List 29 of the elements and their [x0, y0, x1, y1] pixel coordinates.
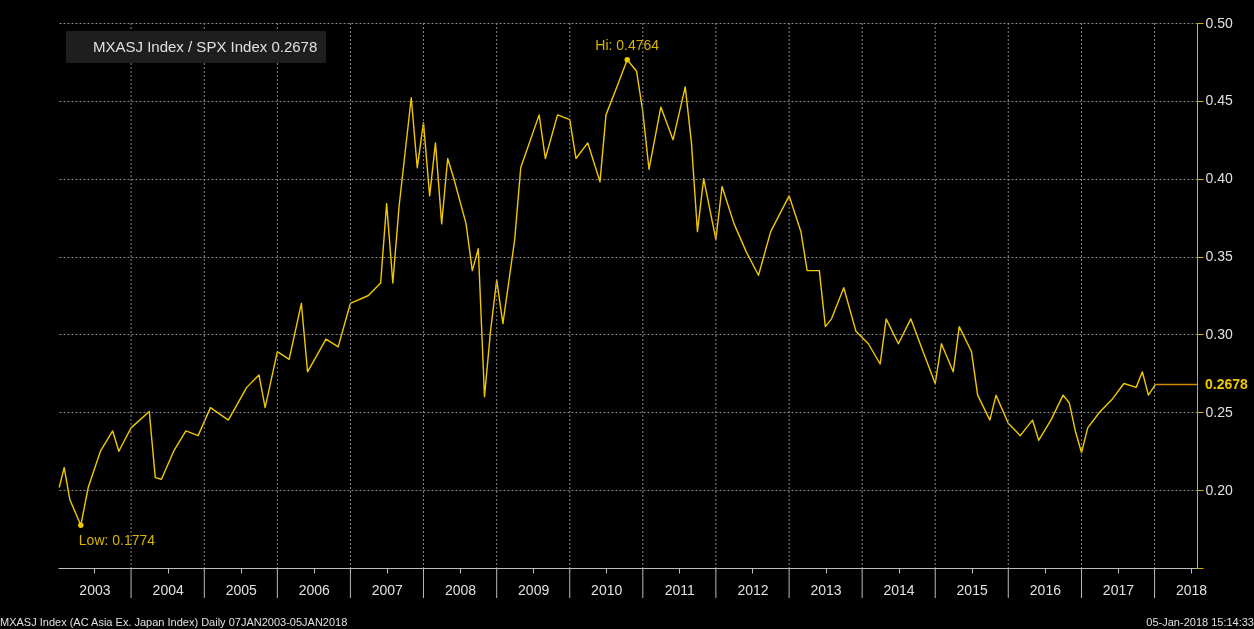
- y-tick-label: 0.20: [1205, 481, 1233, 498]
- x-tick-label: 2003: [79, 581, 111, 598]
- annotation: Hi: 0.4764: [595, 36, 660, 53]
- y-tick-label: 0.35: [1205, 248, 1233, 265]
- y-tick-label: 0.45: [1205, 92, 1233, 109]
- x-tick-label: 2015: [956, 581, 988, 598]
- x-tick-label: 2006: [298, 581, 331, 598]
- x-tick-label: 2010: [591, 581, 623, 598]
- x-tick-label: 2012: [737, 581, 769, 598]
- x-tick-label: 2009: [518, 581, 550, 598]
- text: 05-Jan-2018 15:14:33: [1146, 616, 1254, 628]
- y-tick-label: 0.30: [1205, 325, 1233, 342]
- x-tick-label: 2013: [810, 581, 842, 598]
- x-tick-label: 2014: [883, 581, 915, 598]
- y-tick-label: 0.40: [1205, 170, 1233, 187]
- x-tick-label: 2004: [152, 581, 184, 598]
- x-tick-label: 2011: [664, 581, 695, 598]
- text: MXASJ Index / SPX Index 0.2678: [93, 37, 318, 55]
- annotation: Low: 0.1774: [78, 532, 156, 549]
- x-tick-label: 2008: [445, 581, 477, 598]
- x-tick-label: 2018: [1175, 581, 1208, 598]
- annotation: 0.2678: [1205, 375, 1249, 392]
- x-tick-label: 2017: [1102, 581, 1135, 598]
- text: MXASJ Index (AC Asia Ex. Japan Index) Daily 07JAN2003-05JAN2018: [0, 616, 348, 628]
- x-tick-label: 2005: [225, 581, 258, 598]
- y-tick-label: 0.50: [1205, 14, 1233, 31]
- y-tick-label: 0.25: [1205, 403, 1233, 420]
- x-tick-label: 2016: [1029, 581, 1062, 598]
- x-tick-label: 2007: [371, 581, 404, 598]
